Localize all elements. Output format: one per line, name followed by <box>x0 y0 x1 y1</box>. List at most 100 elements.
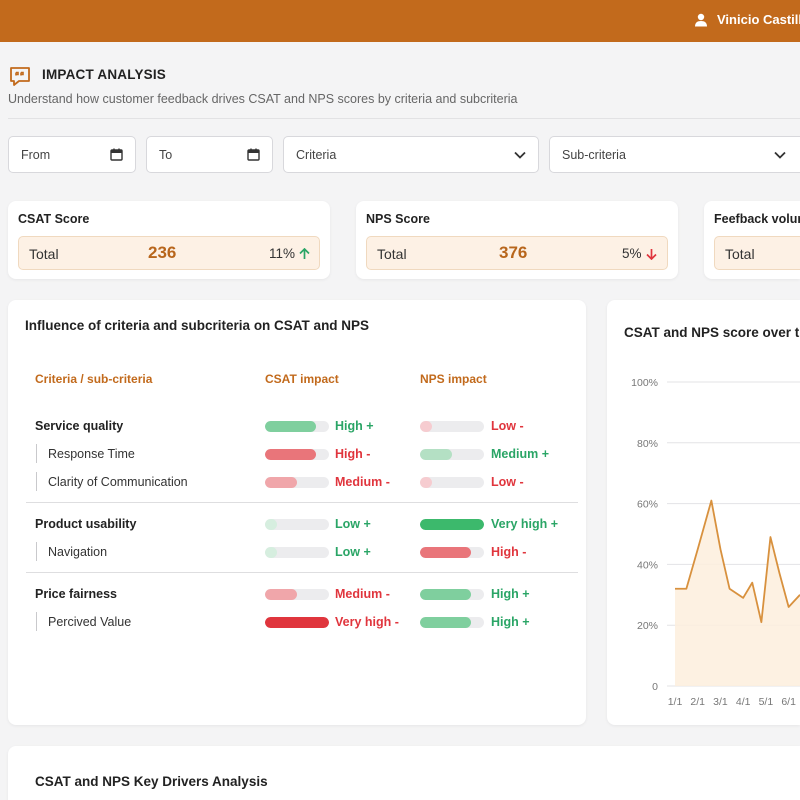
nps-impact-level: High + <box>491 615 530 629</box>
table-row: Service quality High + Low - <box>8 412 586 440</box>
kpi-change: 11% <box>269 246 310 261</box>
criteria-label: Price fairness <box>35 587 117 601</box>
csat-impact-fill <box>265 477 297 488</box>
nps-impact-fill <box>420 519 484 530</box>
x-tick-label: 6/1 <box>781 696 796 708</box>
nps-score-card: NPS Score Total 376 5% <box>356 201 678 279</box>
nps-impact-bar <box>420 547 484 558</box>
y-tick-label: 40% <box>637 559 658 571</box>
nps-impact-bar <box>420 421 484 432</box>
top-bar: Vinicio Castillo <box>0 0 800 42</box>
criteria-column-header: Criteria / sub-criteria <box>35 372 153 386</box>
nps-impact-fill <box>420 617 472 628</box>
criteria-label: Clarity of Communication <box>36 472 188 491</box>
csat-impact-fill <box>265 449 317 460</box>
table-row: Product usability Low + Very high + <box>8 510 586 538</box>
criteria-select[interactable]: Criteria <box>283 136 539 173</box>
csat-score-card: CSAT Score Total 236 11% <box>8 201 330 279</box>
criteria-label: Percived Value <box>35 612 132 631</box>
chevron-down-icon <box>774 151 786 159</box>
kpi-change-value: 11% <box>269 246 296 261</box>
influence-card: Influence of criteria and subcriteria on… <box>8 300 586 725</box>
user-icon <box>695 13 707 26</box>
page-subtitle: Understand how customer feedback drives … <box>8 92 518 106</box>
key-drivers-card: CSAT and NPS Key Drivers Analysis <box>8 746 800 800</box>
y-tick-label: 100% <box>631 377 658 389</box>
csat-impact-bar <box>265 449 329 460</box>
from-date-input[interactable]: From <box>8 136 136 173</box>
csat-impact-fill <box>265 519 277 530</box>
x-tick-label: 2/1 <box>690 696 705 708</box>
nps-impact-fill <box>420 547 472 558</box>
csat-impact-level: Low + <box>335 545 371 559</box>
criteria-label: Service quality <box>35 419 124 433</box>
nps-impact-fill <box>420 449 452 460</box>
calendar-icon <box>247 148 260 161</box>
csat-impact-level: Low + <box>335 517 371 531</box>
csat-impact-level: Very high - <box>335 615 399 629</box>
kpi-label: Total <box>725 246 755 262</box>
nps-impact-bar <box>420 449 484 460</box>
csat-impact-bar <box>265 477 329 488</box>
subcriteria-select[interactable]: Sub-criteria <box>549 136 800 173</box>
page-title: IMPACT ANALYSIS <box>42 67 167 82</box>
csat-impact-level: Medium - <box>335 587 390 601</box>
csat-impact-bar <box>265 617 329 628</box>
kpi-total-box: Total 236 11% <box>18 236 320 270</box>
subcriteria-select-label: Sub-criteria <box>562 147 626 162</box>
nps-column-header: NPS impact <box>420 372 487 386</box>
csat-impact-bar <box>265 547 329 558</box>
y-tick-label: 20% <box>637 620 658 632</box>
table-row: Percived Value Very high - High + <box>8 608 586 636</box>
csat-impact-bar <box>265 421 329 432</box>
kpi-label: Total <box>29 246 59 262</box>
csat-impact-fill <box>265 547 277 558</box>
table-row: Price fairness Medium - High + <box>8 580 586 608</box>
csat-impact-bar <box>265 589 329 600</box>
to-date-label: To <box>159 147 173 162</box>
kpi-title: Feefback volun <box>714 212 800 226</box>
score-over-time-card: CSAT and NPS score over t 100% 80% 60% 40% 2… <box>607 300 800 725</box>
criteria-label: Navigation <box>35 542 108 561</box>
user-name: Vinicio Castillo <box>717 12 800 27</box>
influence-title: Influence of criteria and subcriteria on… <box>25 318 370 333</box>
nps-impact-fill <box>420 421 432 432</box>
y-tick-label: 0 <box>652 681 658 693</box>
to-date-input[interactable]: To <box>146 136 273 173</box>
arrow-down-icon <box>645 248 657 260</box>
score-area-chart: 100% 80% 60% 40% 20% 0 1/1 2/1 3/1 4/1 5/1 6/1 <box>631 377 800 708</box>
series-line <box>675 499 800 624</box>
chevron-down-icon <box>514 151 526 159</box>
feedback-volume-card: Feefback volun Total <box>704 201 800 279</box>
arrow-up-icon <box>299 247 310 259</box>
kpi-title: CSAT Score <box>18 212 90 226</box>
kpi-value: 236 <box>148 243 177 262</box>
nps-impact-fill <box>420 477 432 488</box>
x-tick-label: 4/1 <box>736 696 751 708</box>
nps-impact-bar <box>420 589 484 600</box>
chart-title: CSAT and NPS score over t <box>624 325 800 340</box>
from-date-label: From <box>21 147 51 162</box>
csat-impact-level: High - <box>335 447 371 461</box>
kpi-change-value: 5% <box>622 246 642 261</box>
key-drivers-title: CSAT and NPS Key Drivers Analysis <box>35 774 268 789</box>
group-divider <box>26 502 578 503</box>
csat-impact-fill <box>265 589 297 600</box>
csat-impact-bar <box>265 519 329 530</box>
nps-impact-bar <box>420 519 484 530</box>
kpi-value: 376 <box>499 243 528 262</box>
y-tick-label: 60% <box>637 499 658 511</box>
header-divider <box>8 118 800 119</box>
nps-impact-bar <box>420 617 484 628</box>
page-header: IMPACT ANALYSIS Understand how customer … <box>0 42 800 118</box>
criteria-label: Product usability <box>35 517 137 531</box>
nps-impact-level: Very high + <box>491 517 559 531</box>
user-menu[interactable]: Vinicio Castillo <box>694 12 800 27</box>
csat-impact-fill <box>265 617 329 628</box>
y-tick-label: 80% <box>637 438 658 450</box>
feedback-quote-icon <box>10 67 30 86</box>
kpi-label: Total <box>377 246 407 262</box>
kpi-total-box: Total <box>714 236 800 270</box>
x-tick-label: 5/1 <box>759 696 774 708</box>
nps-impact-level: Medium + <box>491 447 549 461</box>
